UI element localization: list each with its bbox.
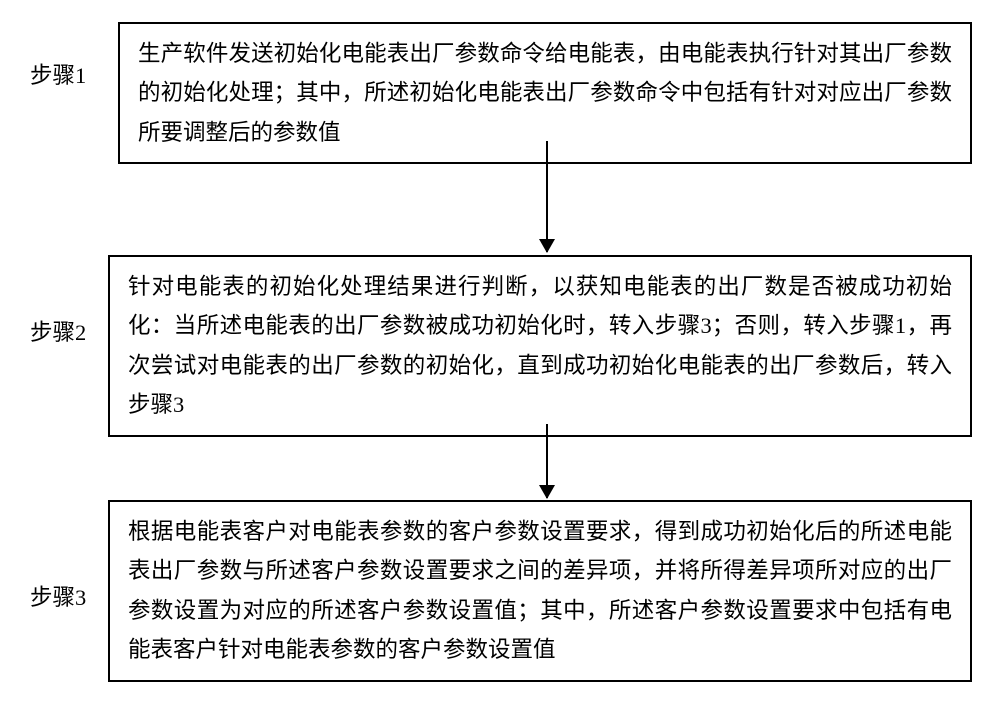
step-3-label: 步骤3 xyxy=(30,580,108,616)
step-2-row: 步骤2 针对电能表的初始化处理结果进行判断，以获知电能表的出厂数是否被成功初始化… xyxy=(30,255,972,437)
arrow-1-to-2 xyxy=(546,141,548,252)
step-1-row: 步骤1 生产软件发送初始化电能表出厂参数命令给电能表，由电能表执行针对其出厂参数… xyxy=(30,22,972,164)
flowchart-container: 步骤1 生产软件发送初始化电能表出厂参数命令给电能表，由电能表执行针对其出厂参数… xyxy=(0,0,1000,719)
step-1-box: 生产软件发送初始化电能表出厂参数命令给电能表，由电能表执行针对其出厂参数的初始化… xyxy=(118,22,972,164)
step-1-label: 步骤1 xyxy=(30,58,118,94)
step-3-row: 步骤3 根据电能表客户对电能表参数的客户参数设置要求，得到成功初始化后的所述电能… xyxy=(30,500,972,682)
arrow-2-to-3 xyxy=(546,424,548,498)
step-2-box: 针对电能表的初始化处理结果进行判断，以获知电能表的出厂数是否被成功初始化：当所述… xyxy=(108,255,972,437)
step-3-box: 根据电能表客户对电能表参数的客户参数设置要求，得到成功初始化后的所述电能表出厂参… xyxy=(108,500,972,682)
step-2-label: 步骤2 xyxy=(30,315,108,351)
